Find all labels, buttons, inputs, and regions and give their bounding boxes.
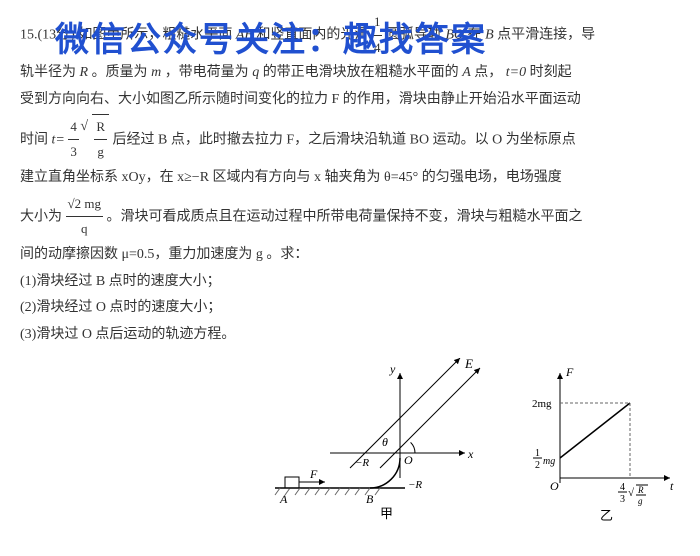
tick-2mg: 2mg — [532, 398, 552, 410]
x-label: x — [467, 447, 474, 461]
figure-2: F t O 2mg 1 2 mg 4 3 — [530, 358, 680, 539]
origin-label: O — [404, 453, 413, 467]
fig1-caption: 甲 — [380, 506, 393, 521]
frac-den: 3 — [620, 494, 625, 505]
text: 后经过 B 点，此时撤去拉力 F，之后滑块沿轨道 BO 运动。以 O 为坐标原点 — [113, 132, 576, 147]
text: 时刻起 — [530, 65, 572, 80]
figure-1-svg: x y O E θ −R −R — [270, 358, 500, 528]
frac-den: q — [66, 217, 104, 242]
frac-t: 4 3 — [68, 115, 79, 165]
eq-t: t= — [52, 132, 65, 147]
question-2: (2)滑块经过 O 点时的速度大小； — [20, 300, 221, 315]
frac-E: √2 mg q — [66, 192, 104, 242]
tick-half-frac: 1 2 mg — [533, 448, 555, 471]
sqrt-sign: √ — [628, 487, 635, 499]
frac-num: 4 — [620, 482, 625, 493]
text: 时间 — [20, 132, 52, 147]
eq-t0: t=0 — [506, 65, 526, 80]
theta-label: θ — [382, 435, 388, 449]
A-label: A — [279, 492, 288, 506]
minus-R-y: −R — [408, 479, 422, 491]
frac-num: √2 mg — [66, 192, 104, 218]
watermark-text: 微信公众号关注：趣找答案 — [55, 8, 487, 73]
frac-num: 1 — [535, 448, 540, 459]
text: 大小为 — [20, 209, 62, 224]
frac-num: R — [94, 115, 107, 141]
frac-den: 2 — [535, 460, 540, 471]
minus-R-x: −R — [355, 457, 369, 469]
sqrt-den: g — [638, 496, 643, 506]
question-3: (3)滑块过 O 点后运动的轨迹方程。 — [20, 327, 235, 342]
ground-hatch — [275, 488, 380, 495]
field-line — [350, 358, 460, 468]
frac-den: 3 — [68, 140, 79, 165]
sqrt-Rg: R g — [82, 114, 109, 165]
origin-label: O — [550, 479, 559, 493]
theta-arc — [411, 443, 415, 454]
F-axis-label: F — [565, 365, 574, 379]
F-label: F — [309, 467, 318, 481]
text: 建立直角坐标系 xOy，在 x≥−R 区域内有方向与 x 轴夹角为 θ=45° … — [20, 170, 562, 185]
frac-Rg: R g — [94, 115, 107, 165]
question-1: (1)滑块经过 B 点时的速度大小； — [20, 274, 221, 289]
figures-row: x y O E θ −R −R — [20, 358, 680, 539]
tick-t1: 4 3 √ R g — [618, 482, 648, 506]
figure-1: x y O E θ −R −R — [270, 358, 500, 539]
text: 受到方向向右、大小如图乙所示随时间变化的拉力 F 的作用，滑块由静止开始沿水平面… — [20, 92, 581, 107]
block — [285, 477, 299, 488]
mg-label: mg — [543, 456, 555, 467]
text: 间的动摩擦因数 μ=0.5，重力加速度为 g 。求： — [20, 247, 308, 262]
text: 。滑块可看成质点且在运动过程中所带电荷量保持不变，滑块与粗糙水平面之 — [107, 209, 583, 224]
F-line — [560, 403, 630, 458]
figure-2-svg: F t O 2mg 1 2 mg 4 3 — [530, 358, 680, 528]
B-label: B — [366, 492, 374, 506]
fig2-caption: 乙 — [600, 508, 613, 523]
frac-den: g — [94, 140, 107, 165]
E-label: E — [464, 358, 473, 371]
frac-num: 4 — [68, 115, 79, 141]
sqrt-num: R — [637, 485, 644, 495]
text: 点平滑连接，导 — [497, 27, 595, 42]
t-axis-label: t — [670, 479, 674, 493]
y-label: y — [389, 362, 396, 376]
